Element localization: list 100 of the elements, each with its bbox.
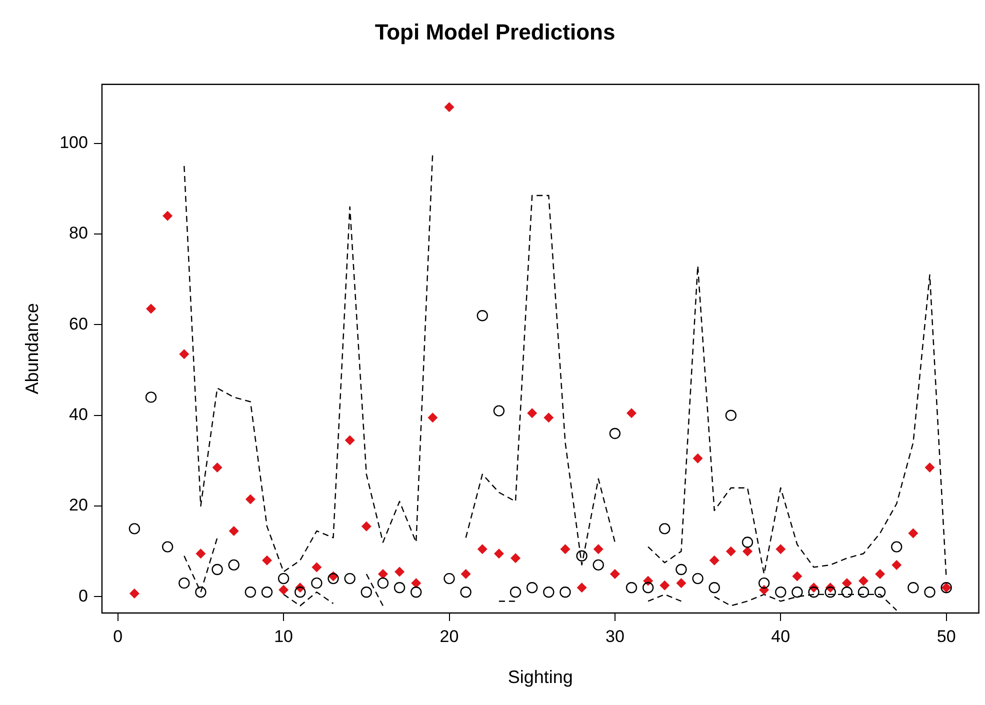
point <box>228 559 240 571</box>
point <box>294 586 306 598</box>
point <box>593 544 604 554</box>
point <box>494 548 504 559</box>
point <box>196 548 206 559</box>
point <box>510 553 521 564</box>
x-tick-label: 10 <box>274 626 294 646</box>
point <box>460 569 471 580</box>
y-tick-label: 40 <box>69 405 88 424</box>
point <box>892 560 902 570</box>
point <box>228 526 239 536</box>
point <box>908 582 919 594</box>
point <box>527 408 538 418</box>
point <box>377 577 389 589</box>
point <box>676 564 687 576</box>
point <box>278 584 289 595</box>
point <box>245 494 256 504</box>
point <box>146 304 156 314</box>
point <box>841 586 853 598</box>
point <box>776 544 786 554</box>
point <box>808 586 820 598</box>
point <box>560 544 570 554</box>
point <box>560 586 571 598</box>
point <box>592 559 604 571</box>
point <box>842 578 852 588</box>
y-axis-title: Abundance <box>22 303 42 394</box>
point <box>128 523 140 534</box>
point <box>312 562 322 572</box>
point <box>394 566 405 577</box>
point <box>576 550 588 562</box>
point <box>709 555 720 566</box>
point <box>162 210 173 221</box>
point <box>361 521 372 532</box>
x-tick-label: 40 <box>771 626 790 646</box>
x-tick-label: 20 <box>440 626 459 646</box>
point <box>278 572 290 584</box>
point <box>725 410 737 421</box>
point <box>609 428 621 440</box>
point <box>775 586 786 598</box>
point <box>195 586 206 598</box>
point <box>476 310 488 322</box>
point <box>824 586 836 598</box>
point <box>444 102 454 112</box>
point <box>262 555 272 566</box>
point <box>410 586 422 598</box>
y-tick-label: 0 <box>78 586 88 606</box>
point <box>311 577 322 589</box>
point <box>692 453 703 464</box>
point <box>543 586 554 598</box>
point <box>378 569 388 580</box>
point <box>244 586 256 598</box>
point <box>444 572 455 584</box>
point <box>460 586 472 598</box>
point <box>626 408 637 418</box>
point <box>477 544 488 554</box>
y-tick-label: 60 <box>69 314 88 334</box>
y-tick-label: 20 <box>69 496 88 515</box>
point <box>924 462 935 472</box>
y-tick-label: 100 <box>60 133 88 152</box>
point <box>891 541 902 552</box>
point <box>394 582 406 594</box>
point <box>924 586 936 598</box>
point <box>179 349 190 360</box>
point <box>510 586 522 598</box>
point <box>526 582 538 594</box>
chart-title: Topi Model Predictions <box>374 19 616 44</box>
point <box>360 586 372 598</box>
point <box>908 528 918 538</box>
point <box>792 571 802 582</box>
point <box>726 546 736 556</box>
point <box>162 541 174 552</box>
point <box>692 572 704 584</box>
point <box>659 523 670 534</box>
point <box>676 578 686 588</box>
point <box>576 582 587 593</box>
point <box>261 586 273 598</box>
point <box>708 582 720 594</box>
point <box>858 586 870 598</box>
point <box>742 536 754 548</box>
point <box>610 569 620 580</box>
point <box>544 412 554 423</box>
point <box>858 576 868 586</box>
point <box>626 582 638 594</box>
point <box>758 577 770 589</box>
point <box>178 577 190 589</box>
point <box>642 582 654 594</box>
point <box>344 572 356 584</box>
x-tick-label: 0 <box>113 626 123 646</box>
point <box>742 546 752 556</box>
y-tick-label: 80 <box>69 224 88 243</box>
point <box>875 569 886 580</box>
point <box>411 578 422 588</box>
point <box>212 462 222 472</box>
point <box>212 564 223 576</box>
point <box>344 435 355 446</box>
point <box>493 405 505 416</box>
point <box>129 588 140 599</box>
point <box>145 392 157 403</box>
point <box>428 412 438 423</box>
point <box>792 586 803 598</box>
